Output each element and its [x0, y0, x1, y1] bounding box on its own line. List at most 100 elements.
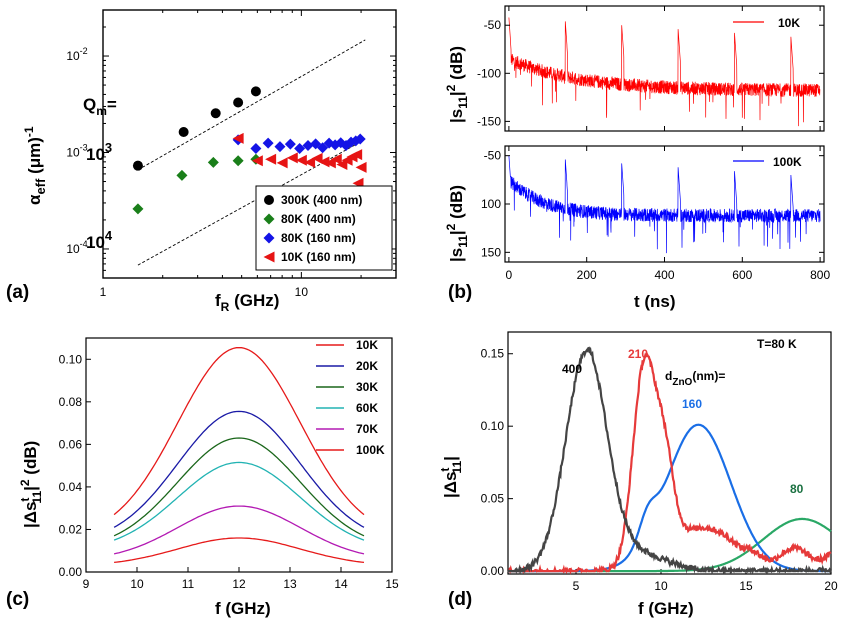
data-point — [318, 156, 330, 168]
panel-c-ylabel: |Δst11|2 (dB) — [18, 441, 44, 528]
data-point — [207, 156, 219, 168]
x-tick-label: 10 — [130, 577, 144, 591]
panel-a-legend: 300K (400 nm) 80K (400 nm) 80K (160 nm) 10K… — [255, 185, 393, 271]
thickness-annotation: dZnO(nm)= — [665, 369, 725, 388]
data-point — [330, 153, 342, 165]
y-tick-label: 0.10 — [481, 419, 505, 433]
legend-label: 80K (160 nm) — [281, 231, 356, 245]
label-80nm: 80 — [790, 482, 804, 496]
panel-a-ylabel: αeff (μm)-1 — [22, 126, 48, 205]
legend-marker — [263, 251, 275, 263]
panel-c: 9 10 11 12 13 14 15 0.00 0.02 0.04 0.06 0.08 0.10 10… — [6, 337, 399, 618]
x-tick-label: 10 — [654, 579, 668, 593]
legend-label-10K: 10K — [778, 16, 800, 30]
curve-10K — [113, 346, 365, 516]
y-tick-label: 10-2 — [66, 46, 87, 63]
data-point — [250, 86, 261, 97]
y-tick-label: 10-3 — [66, 142, 87, 159]
legend-label: 100K — [356, 443, 385, 457]
data-point — [295, 154, 307, 166]
y-tick-label: 150 — [481, 245, 501, 259]
panel-b-top-ylabel: |s11|2 (dB) — [444, 46, 470, 123]
data-point — [317, 142, 329, 154]
x-tick-label: 10 — [295, 285, 309, 299]
data-point — [274, 141, 286, 153]
panel-a-xlabel: fR (GHz) — [215, 291, 279, 314]
x-tick-label: 600 — [732, 268, 752, 282]
panel-d: 5 10 15 20 0.00 0.05 0.10 0.15 T=80 K dZnO(nm)=… — [438, 331, 838, 618]
x-tick-label: 15 — [739, 579, 753, 593]
x-tick-label: 13 — [283, 577, 297, 591]
y-tick-label: -150 — [477, 114, 501, 128]
data-point — [132, 160, 143, 171]
data-point — [176, 169, 188, 181]
label-400nm: 400 — [562, 362, 582, 376]
legend-label: 70K — [356, 422, 378, 436]
data-point — [286, 152, 298, 164]
temperature-annotation: T=80 K — [757, 337, 797, 351]
x-tick-label: 9 — [83, 577, 90, 591]
label-210nm: 210 — [628, 347, 648, 361]
data-point — [265, 153, 277, 165]
data-point — [276, 157, 288, 169]
data-point — [232, 132, 244, 144]
panel-c-xlabel: f (GHz) — [215, 599, 271, 618]
legend-label: 10K — [356, 338, 378, 352]
panel-a-frame — [102, 9, 397, 279]
legend-box — [255, 185, 393, 271]
data-point — [232, 155, 244, 167]
y-tick-label: 100 — [481, 197, 501, 211]
data-point — [251, 155, 263, 167]
panel-c-legend: 10K 20K 30K 60K 70K 100K — [316, 338, 385, 457]
data-point — [262, 137, 274, 149]
curve-30K — [113, 437, 365, 537]
x-tick-label: 1 — [100, 285, 107, 299]
data-point — [355, 161, 367, 173]
panel-d-label: (d) — [448, 589, 472, 610]
data-point — [178, 127, 189, 138]
trace-10K — [508, 17, 821, 127]
y-tick-label: -50 — [484, 18, 502, 32]
panel-b-top-legend: 10K — [733, 16, 800, 30]
legend-marker — [263, 213, 275, 225]
data-point — [302, 140, 314, 152]
y-tick-label: 0.00 — [481, 564, 505, 578]
curve-210nm — [507, 352, 832, 575]
x-tick-label: 20 — [824, 579, 838, 593]
legend-label: 30K — [356, 380, 378, 394]
y-tick-label: 10-4 — [66, 239, 87, 256]
qm-annotation: Qm= — [83, 95, 117, 118]
panel-b-xlabel: t (ns) — [634, 292, 676, 311]
panel-a: 1 10 10-4 10-3 10-2 (a) fR (GHz) αeff (μm)-1… — [6, 9, 397, 314]
y-tick-label: 0.06 — [59, 437, 83, 451]
x-tick-label: 12 — [232, 577, 246, 591]
panel-c-label: (c) — [6, 589, 29, 610]
data-point — [294, 143, 306, 155]
y-tick-label: 0.05 — [481, 492, 505, 506]
data-point — [233, 97, 244, 108]
y-tick-label: -50 — [484, 149, 502, 163]
legend-label: 60K — [356, 401, 378, 415]
data-point — [284, 138, 296, 150]
x-tick-label: 200 — [577, 268, 597, 282]
y-tick-label: 0.00 — [59, 565, 83, 579]
x-tick-label: 0 — [506, 268, 513, 282]
panel-b: -150 -100 -50 150 100 -50 0 200 400 600 800 10K 10… — [444, 5, 830, 311]
y-tick-label: 0.15 — [481, 347, 505, 361]
curve-20K — [113, 410, 365, 528]
panel-b-label: (b) — [448, 282, 472, 303]
x-tick-label: 11 — [182, 577, 195, 591]
q-1e3-annotation: 103 — [86, 140, 112, 164]
legend-label: 10K (160 nm) — [281, 250, 356, 264]
x-tick-label: 5 — [573, 579, 580, 593]
curve-400nm — [507, 346, 833, 576]
panel-d-frame — [507, 331, 832, 575]
curve-100K — [114, 537, 365, 564]
data-point — [210, 108, 221, 119]
panel-d-xlabel: f (GHz) — [638, 599, 694, 618]
curve-70K — [113, 505, 365, 555]
q-1e4-annotation: 104 — [86, 228, 113, 252]
data-point — [311, 152, 323, 164]
panel-a-label: (a) — [6, 282, 29, 303]
